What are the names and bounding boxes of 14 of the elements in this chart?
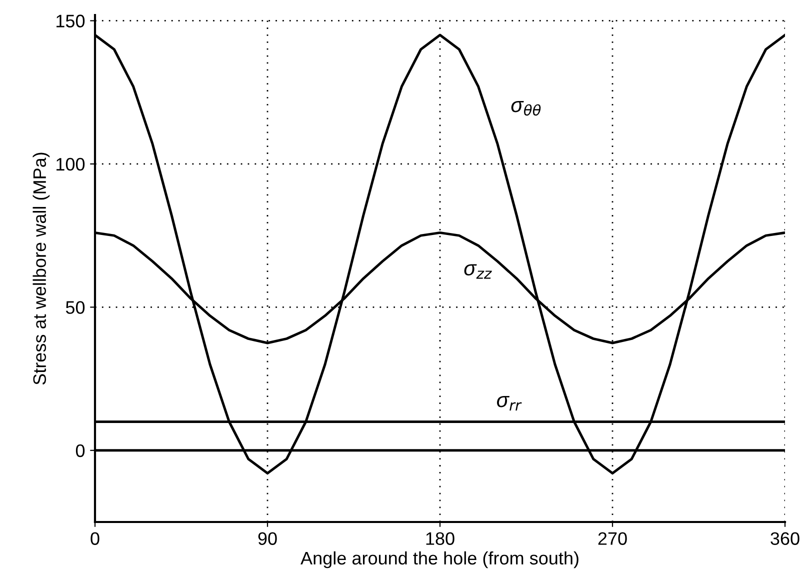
x-tick-label: 90 bbox=[258, 532, 277, 545]
series-label: σ$_{rr}$ bbox=[496, 396, 522, 410]
x-axis-title: Angle around the hole (from south) bbox=[300, 551, 578, 568]
x-tick-label: 270 bbox=[598, 532, 627, 545]
x-tick-label: 360 bbox=[770, 532, 800, 545]
series-label: σ$_{θθ}$ bbox=[511, 101, 541, 116]
series-label: σ$_{zz}$ bbox=[464, 264, 492, 279]
x-tick-label: 180 bbox=[426, 532, 454, 545]
y-axis-title: Stress at wellbore wall (MPa) bbox=[32, 152, 50, 385]
x-tick-label: 0 bbox=[90, 532, 100, 545]
y-tick-label: 0 bbox=[76, 444, 85, 458]
y-tick-label: 150 bbox=[56, 14, 85, 28]
y-tick-label: 100 bbox=[56, 158, 85, 171]
y-tick-label: 50 bbox=[66, 301, 85, 314]
